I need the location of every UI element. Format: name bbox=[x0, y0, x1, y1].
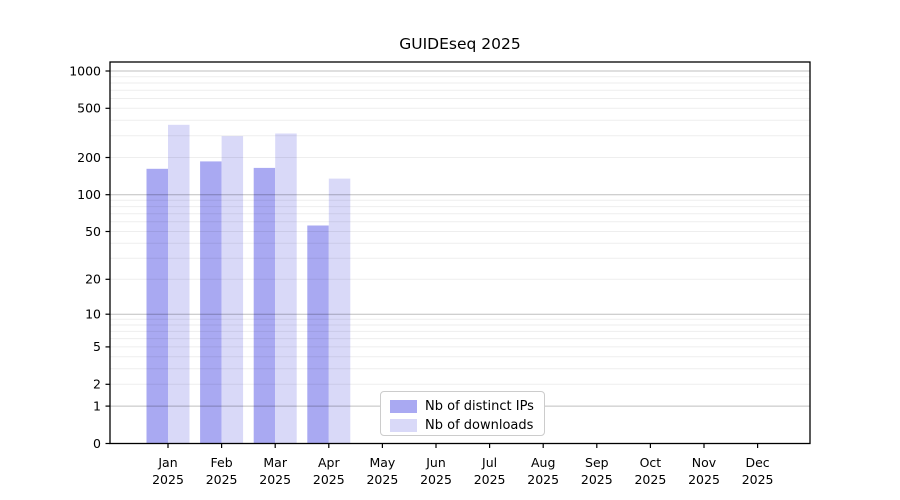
x-tick-label-year: 2025 bbox=[366, 472, 398, 487]
y-tick-label: 10 bbox=[85, 307, 101, 322]
bar bbox=[146, 168, 168, 444]
x-tick-label-month: Mar bbox=[263, 455, 287, 470]
x-tick-label-year: 2025 bbox=[634, 472, 666, 487]
x-tick-label-month: Aug bbox=[531, 455, 555, 470]
x-tick-label-month: Jun bbox=[425, 455, 446, 470]
bar bbox=[328, 178, 351, 444]
legend-label-downloads: Nb of downloads bbox=[425, 418, 534, 433]
y-tick-label: 500 bbox=[77, 101, 101, 116]
axes-frame bbox=[109, 61, 811, 445]
y-tick-label: 20 bbox=[85, 272, 101, 287]
legend-item-downloads: Nb of downloads bbox=[381, 416, 544, 435]
x-tick-label-year: 2025 bbox=[581, 472, 613, 487]
x-tick-label-month: Oct bbox=[640, 455, 662, 470]
y-tick-label: 5 bbox=[93, 339, 101, 354]
bar bbox=[275, 133, 297, 444]
x-tick-label-month: Feb bbox=[211, 455, 233, 470]
y-tick-label: 1000 bbox=[69, 63, 101, 78]
bar bbox=[168, 124, 190, 444]
x-tick-label-month: Jul bbox=[481, 455, 497, 470]
legend-swatch-distinct-ips bbox=[390, 400, 417, 413]
legend-label-distinct-ips: Nb of distinct IPs bbox=[425, 399, 534, 414]
bar bbox=[200, 161, 222, 444]
y-tick-label: 200 bbox=[77, 150, 101, 165]
x-tick-label-year: 2025 bbox=[313, 472, 345, 487]
x-tick-label-year: 2025 bbox=[474, 472, 506, 487]
y-tick-label: 50 bbox=[85, 224, 101, 239]
legend-item-distinct-ips: Nb of distinct IPs bbox=[381, 397, 544, 416]
x-tick-label-month: Jan bbox=[157, 455, 177, 470]
y-tick-label: 100 bbox=[77, 187, 101, 202]
x-tick-label-year: 2025 bbox=[742, 472, 774, 487]
bar bbox=[307, 225, 329, 444]
x-tick-label-year: 2025 bbox=[688, 472, 720, 487]
x-tick-label-month: Apr bbox=[318, 455, 340, 470]
x-tick-label-year: 2025 bbox=[420, 472, 452, 487]
y-tick-label: 0 bbox=[93, 436, 101, 451]
y-tick-label: 1 bbox=[93, 398, 101, 413]
bar bbox=[221, 136, 244, 444]
x-tick-label-year: 2025 bbox=[152, 472, 184, 487]
x-tick-label-year: 2025 bbox=[527, 472, 559, 487]
x-tick-label-year: 2025 bbox=[206, 472, 238, 487]
x-tick-label-month: May bbox=[369, 455, 395, 470]
x-tick-label-year: 2025 bbox=[259, 472, 291, 487]
bar bbox=[253, 167, 276, 444]
x-tick-label-month: Dec bbox=[745, 455, 769, 470]
x-tick-label-month: Nov bbox=[692, 455, 717, 470]
x-tick-label-month: Sep bbox=[585, 455, 609, 470]
y-tick-label: 2 bbox=[93, 377, 101, 392]
legend: Nb of distinct IPs Nb of downloads bbox=[380, 391, 545, 436]
chart-title: GUIDEseq 2025 bbox=[399, 35, 521, 53]
legend-swatch-downloads bbox=[390, 419, 417, 432]
